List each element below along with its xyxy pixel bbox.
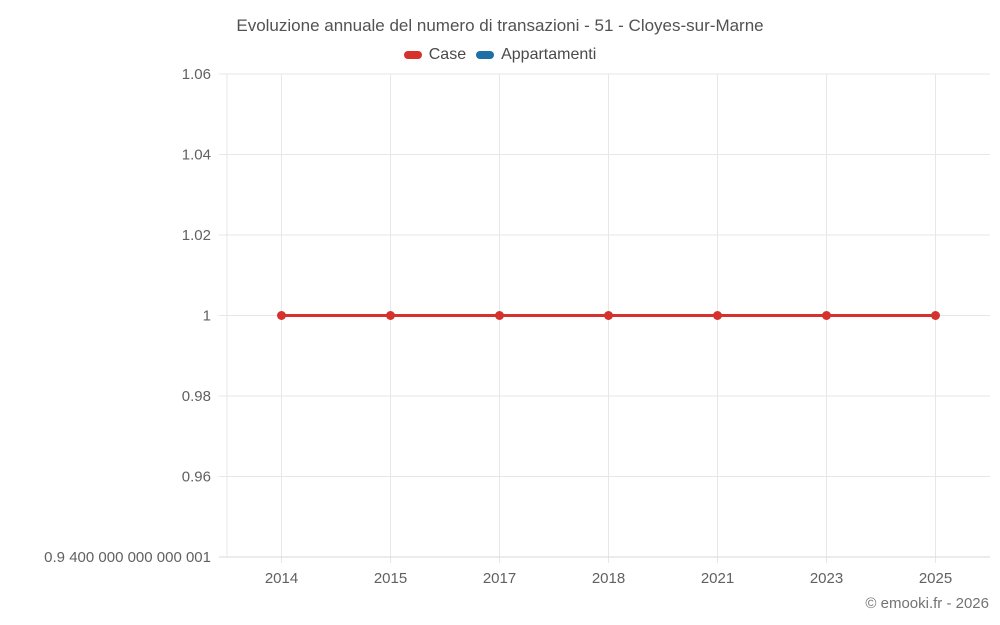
copyright-watermark: © emooki.fr - 2026 xyxy=(865,595,989,612)
y-axis-tick-label: 0.98 xyxy=(182,388,211,405)
data-point-case[interactable] xyxy=(822,311,831,320)
data-point-case[interactable] xyxy=(604,311,613,320)
legend-label-case: Case xyxy=(428,46,467,63)
y-axis-tick-label: 0.9 400 000 000 000 001 xyxy=(44,549,211,566)
chart-legend: Case Appartamenti xyxy=(0,46,1000,64)
chart-title: Evoluzione annuale del numero di transaz… xyxy=(236,16,764,35)
legend-swatch-case-icon xyxy=(403,51,422,59)
data-point-case[interactable] xyxy=(931,311,940,320)
y-axis-tick-label: 1.02 xyxy=(182,227,211,244)
y-axis-tick-label: 1.04 xyxy=(182,147,211,164)
legend-label-appartamenti: Appartamenti xyxy=(501,46,597,63)
x-axis-tick-label: 2025 xyxy=(919,570,952,587)
x-axis-tick-label: 2018 xyxy=(592,570,625,587)
x-axis-tick-label: 2014 xyxy=(265,570,298,587)
data-point-case[interactable] xyxy=(277,311,286,320)
x-axis-tick-label: 2017 xyxy=(483,570,516,587)
data-point-case[interactable] xyxy=(713,311,722,320)
y-axis-tick-label: 1 xyxy=(203,308,211,325)
legend-item-appartamenti[interactable]: Appartamenti xyxy=(476,46,596,64)
y-axis-tick-label: 1.06 xyxy=(182,66,211,83)
data-point-case[interactable] xyxy=(495,311,504,320)
legend-swatch-appartamenti-icon xyxy=(476,51,495,59)
legend-item-case[interactable]: Case xyxy=(403,46,467,64)
x-axis-tick-label: 2021 xyxy=(701,570,734,587)
y-axis-tick-label: 0.96 xyxy=(182,469,211,486)
data-point-case[interactable] xyxy=(386,311,395,320)
x-axis-tick-label: 2023 xyxy=(810,570,843,587)
x-axis-tick-label: 2015 xyxy=(374,570,407,587)
